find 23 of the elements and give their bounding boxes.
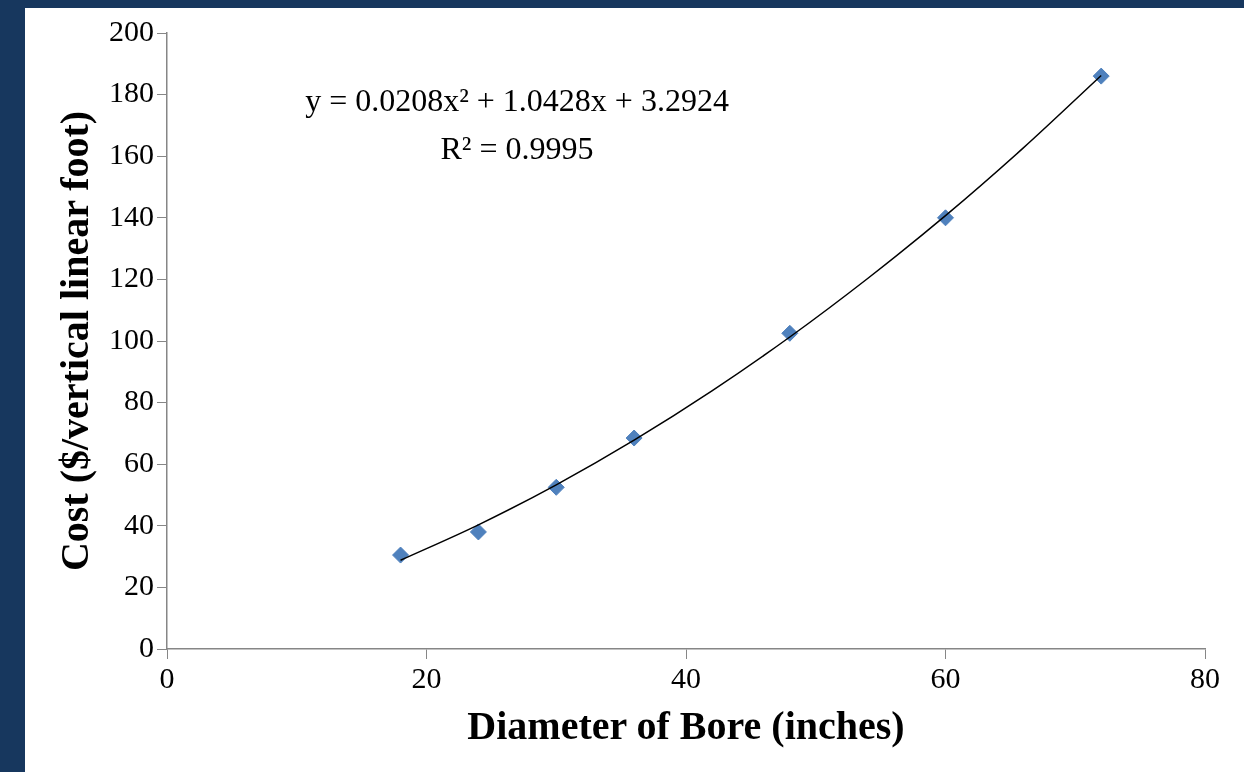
y-tick-label: 180 <box>109 75 154 109</box>
point <box>469 523 487 541</box>
y-tick-label: 80 <box>124 383 154 417</box>
y-tick-label: 160 <box>109 137 154 171</box>
x-tick-label: 40 <box>671 660 701 694</box>
y-tick-label: 100 <box>109 321 154 355</box>
annotation: y = 0.0208x² + 1.0428x + 3.2924 <box>305 82 729 119</box>
x-tick-label: 20 <box>411 660 442 694</box>
y-tick-label: 120 <box>109 260 154 294</box>
x-tick-label: 80 <box>1190 660 1220 694</box>
y-tick-label: 200 <box>109 13 154 47</box>
point <box>392 546 410 564</box>
x-axis-title: Diameter of Bore (inches) <box>467 703 905 749</box>
y-tick-label: 140 <box>109 198 154 232</box>
point <box>1092 67 1110 85</box>
annotation: R² = 0.9995 <box>440 130 594 167</box>
y-tick-label: 0 <box>139 629 154 663</box>
x-tick-label: 0 <box>159 660 175 694</box>
x-tick-label: 60 <box>930 660 961 694</box>
y-tick-label: 40 <box>124 506 154 540</box>
y-tick-label: 20 <box>124 568 154 602</box>
y-axis-title: Cost ($/vertical linear foot) <box>52 110 98 572</box>
y-tick-label: 60 <box>124 445 154 479</box>
